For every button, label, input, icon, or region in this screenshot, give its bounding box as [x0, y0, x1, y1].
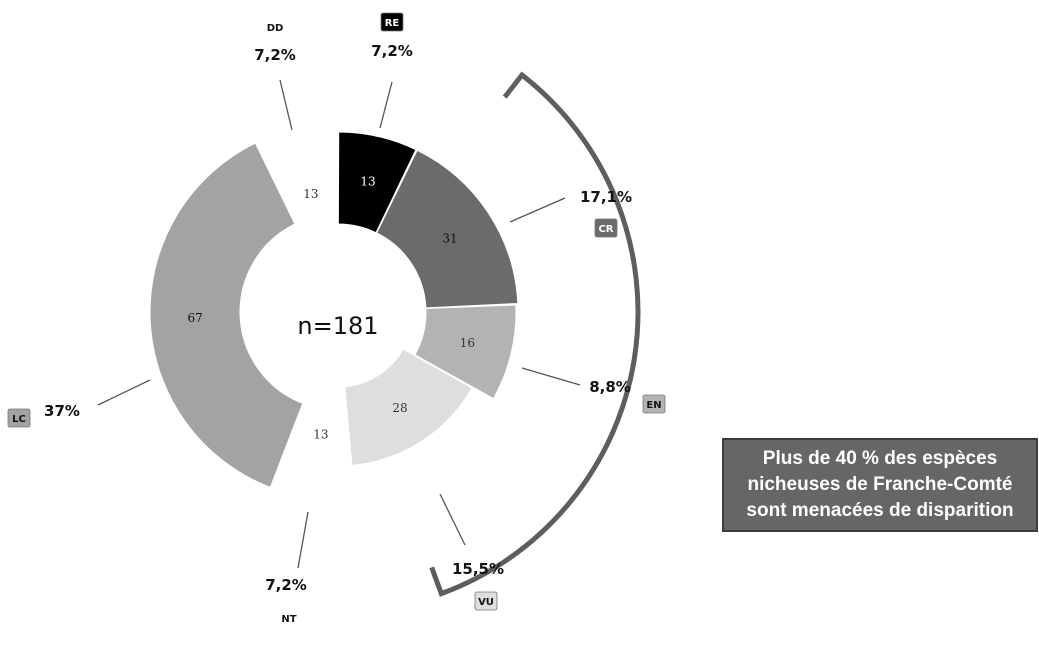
slice-dd	[280, 180, 338, 213]
value-label-re: 13	[360, 174, 375, 188]
percent-label-en: 8,8%	[589, 378, 631, 396]
message-line: Plus de 40 % des espèces	[762, 448, 998, 469]
svg-text:EN: EN	[646, 400, 661, 411]
value-label-en: 16	[460, 336, 475, 350]
message-line: nicheuses de Franche-Comté	[747, 474, 1013, 495]
category-badge-lc: LC	[7, 408, 31, 428]
leader-line-cr	[509, 197, 566, 223]
slice-lc	[149, 142, 304, 489]
percent-label-nt: 7,2%	[265, 576, 307, 594]
value-label-cr: 31	[442, 231, 457, 245]
leader-line-vu	[439, 493, 466, 546]
category-badge-nt: NT	[281, 614, 296, 625]
value-label-nt: 13	[313, 427, 328, 441]
svg-text:NT: NT	[281, 614, 296, 625]
svg-text:CR: CR	[598, 224, 613, 235]
slice-en	[414, 304, 517, 400]
leader-line-en	[521, 367, 581, 386]
message-line: sont menacées de disparition	[746, 500, 1014, 521]
category-badge-dd: DD	[267, 23, 284, 34]
chart-segments	[149, 131, 519, 489]
percent-label-re: 7,2%	[371, 42, 413, 60]
svg-text:LC: LC	[12, 414, 26, 425]
value-label-dd: 13	[303, 187, 318, 201]
slice-nt	[290, 416, 350, 447]
category-badge-cr: CR	[594, 218, 618, 238]
threatened-bracket	[429, 71, 641, 597]
slice-vu	[344, 348, 473, 466]
svg-text:VU: VU	[478, 597, 494, 608]
percent-label-vu: 15,5%	[452, 560, 504, 578]
svg-text:DD: DD	[267, 23, 284, 34]
svg-text:RE: RE	[385, 18, 400, 29]
category-badge-en: EN	[642, 394, 666, 414]
category-labels: 7,2% RE 17,1% CR 8,8% EN 15,5% VU 7,2% NT 37% LC 7,2…	[7, 12, 666, 625]
leader-lines	[97, 79, 581, 569]
percent-label-dd: 7,2%	[254, 46, 296, 64]
threat-message-box: Plus de 40 % des espèces nicheuses de Fr…	[722, 438, 1038, 532]
leader-line-re	[379, 81, 393, 129]
percent-label-cr: 17,1%	[580, 188, 632, 206]
center-total-label: n=181	[297, 312, 378, 340]
segment-values: 13 31 16 28 13 67 13	[187, 174, 475, 441]
slice-cr	[376, 149, 519, 309]
value-label-lc: 67	[187, 311, 202, 325]
value-label-vu: 28	[392, 401, 407, 415]
leader-line-dd	[279, 79, 293, 131]
slice-re	[337, 131, 417, 234]
leader-line-lc	[97, 379, 151, 406]
threatened-bracket-arc	[429, 71, 641, 597]
category-badge-re: RE	[380, 12, 404, 32]
percent-label-lc: 37%	[44, 402, 80, 420]
category-badge-vu: VU	[474, 591, 498, 611]
leader-line-nt	[297, 511, 309, 569]
